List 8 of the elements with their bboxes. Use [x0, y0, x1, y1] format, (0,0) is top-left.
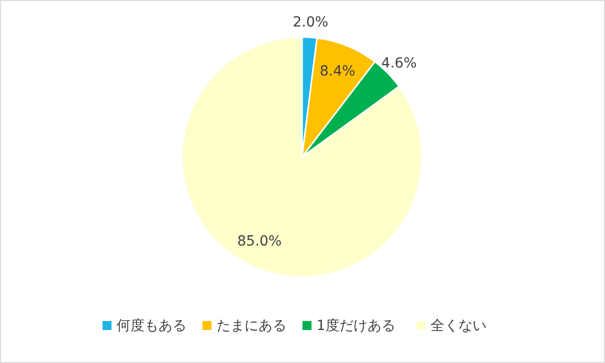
legend-label: 何度もある	[116, 318, 186, 334]
data-label: 4.6%	[381, 55, 417, 72]
legend-label: 1度だけある	[316, 318, 396, 334]
legend-label: 全くない	[430, 318, 486, 334]
data-label: 8.4%	[320, 63, 356, 80]
data-label: 2.0%	[292, 14, 328, 31]
legend-label: たまにある	[216, 318, 286, 334]
data-label: 85.0%	[237, 233, 282, 250]
